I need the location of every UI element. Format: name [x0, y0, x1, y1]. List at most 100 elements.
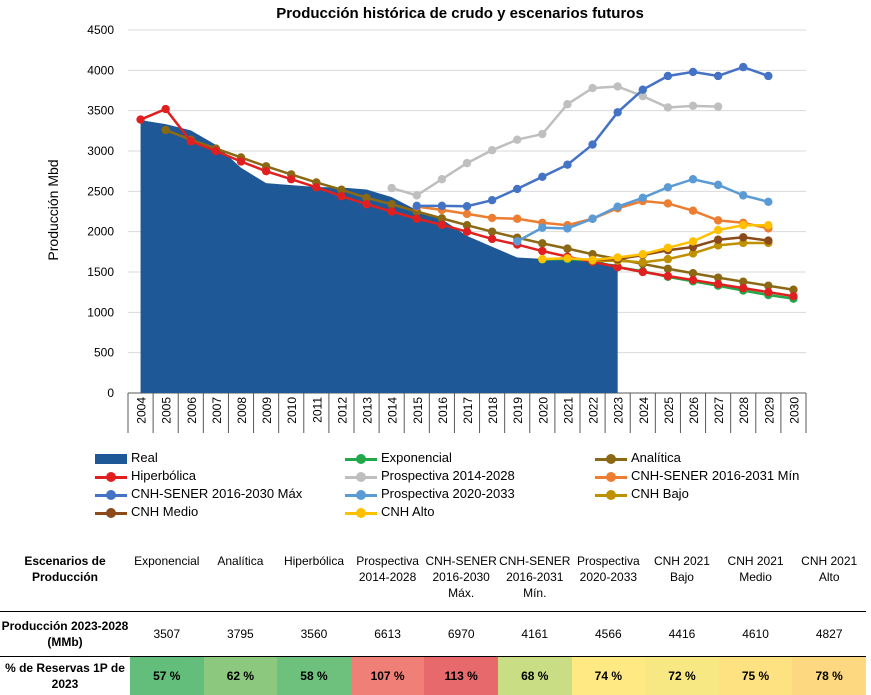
y-tick-label: 1500: [87, 265, 114, 279]
point-cnh-sener-2016-2030-max: [413, 202, 421, 210]
point-prospectiva-2020-2033: [639, 194, 647, 202]
x-tick-label: 2027: [712, 397, 726, 424]
reserves-cell: 107 %: [351, 657, 425, 695]
legend-swatch: [345, 506, 377, 520]
point-hiperbolica: [312, 183, 320, 191]
scenario-table: Escenarios de Producción Exponencial Ana…: [0, 548, 866, 695]
production-cell: 4416: [645, 612, 719, 657]
point-analitica: [161, 126, 169, 134]
legend-item: Hiperbólica: [95, 468, 196, 484]
point-hiperbolica: [438, 221, 446, 229]
point-prospectiva-2014-2028: [438, 175, 446, 183]
reserves-cell: 113 %: [424, 657, 498, 695]
production-cell: 4827: [792, 612, 866, 657]
point-cnh-sener-2016-2030-max: [739, 63, 747, 71]
x-tick-label: 2015: [411, 397, 425, 424]
production-cell: 6970: [424, 612, 498, 657]
legend-label: Prospectiva 2020-2033: [381, 486, 515, 501]
legend-swatch: [345, 452, 377, 466]
x-tick-label: 2004: [135, 397, 149, 424]
x-tick-label: 2018: [486, 397, 500, 424]
point-cnh-sener-2016-2031-min: [689, 206, 697, 214]
point-prospectiva-2020-2033: [588, 215, 596, 223]
production-cell: 3507: [130, 612, 204, 657]
point-analitica: [387, 200, 395, 208]
table-header-row: Escenarios de Producción Exponencial Ana…: [0, 548, 866, 612]
y-tick-label: 4000: [87, 63, 114, 77]
point-hiperbolica: [237, 157, 245, 165]
point-cnh-alto: [664, 244, 672, 252]
point-hiperbolica: [212, 147, 220, 155]
point-hiperbolica: [689, 276, 697, 284]
y-tick-label: 3500: [87, 104, 114, 118]
legend-swatch: [595, 452, 627, 466]
production-row: Producción 2023-2028 (MMb) 3507 3795 356…: [0, 612, 866, 657]
legend-label: Prospectiva 2014-2028: [381, 468, 515, 483]
legend-item: Exponencial: [345, 450, 452, 466]
reserves-cell: 78 %: [792, 657, 866, 695]
legend-swatch: [95, 488, 127, 502]
reserves-label: % de Reservas 1P de 2023: [0, 657, 130, 695]
point-hiperbolica: [664, 272, 672, 280]
point-analitica: [664, 265, 672, 273]
point-prospectiva-2014-2028: [463, 159, 471, 167]
reserves-row: % de Reservas 1P de 2023 57 % 62 % 58 % …: [0, 657, 866, 695]
point-cnh-sener-2016-2031-min: [513, 215, 521, 223]
point-hiperbolica: [764, 288, 772, 296]
point-hiperbolica: [789, 292, 797, 300]
point-analitica: [488, 227, 496, 235]
legend-swatch: [595, 488, 627, 502]
area-real: [141, 120, 618, 393]
x-tick-label: 2023: [612, 397, 626, 424]
point-hiperbolica: [739, 284, 747, 292]
header-cell: CNH 2021 Alto: [792, 548, 866, 612]
legend-item: CNH Alto: [345, 504, 434, 520]
x-tick-label: 2014: [386, 397, 400, 424]
point-cnh-sener-2016-2030-max: [613, 108, 621, 116]
x-tick-label: 2017: [461, 397, 475, 424]
point-hiperbolica: [488, 235, 496, 243]
legend-swatch: [95, 506, 127, 520]
production-cell: 3795: [204, 612, 278, 657]
point-hiperbolica: [337, 192, 345, 200]
point-cnh-sener-2016-2030-max: [664, 72, 672, 80]
point-cnh-sener-2016-2030-max: [538, 173, 546, 181]
point-cnh-alto: [563, 254, 571, 262]
point-cnh-sener-2016-2031-min: [714, 216, 722, 224]
point-prospectiva-2014-2028: [413, 191, 421, 199]
header-cell: CNH 2021 Medio: [719, 548, 793, 612]
x-tick-label: 2019: [511, 397, 525, 424]
legend-label: CNH Bajo: [631, 486, 689, 501]
y-tick-label: 2500: [87, 184, 114, 198]
legend-swatch: [595, 470, 627, 484]
legend-label: CNH Medio: [131, 504, 198, 519]
point-cnh-alto: [639, 250, 647, 258]
legend-swatch: [95, 452, 127, 466]
x-tick-label: 2024: [637, 397, 651, 424]
legend-label: CNH-SENER 2016-2031 Mín: [631, 468, 799, 483]
point-hiperbolica: [387, 207, 395, 215]
x-tick-label: 2021: [561, 397, 575, 424]
point-cnh-sener-2016-2030-max: [463, 202, 471, 210]
point-cnh-alto: [588, 256, 596, 264]
legend-item: Prospectiva 2014-2028: [345, 468, 515, 484]
point-cnh-sener-2016-2031-min: [463, 210, 471, 218]
point-analitica: [538, 239, 546, 247]
production-chart: Producción histórica de crudo y escenari…: [0, 0, 871, 450]
y-axis-label: Producción Mbd: [45, 159, 61, 260]
point-cnh-sener-2016-2031-min: [664, 199, 672, 207]
point-cnh-sener-2016-2030-max: [488, 196, 496, 204]
point-hiperbolica: [187, 137, 195, 145]
point-hiperbolica: [262, 167, 270, 175]
legend-label: CNH-SENER 2016-2030 Máx: [131, 486, 302, 501]
header-cell: Prospectiva 2020-2033: [572, 548, 646, 612]
legend-item: Prospectiva 2020-2033: [345, 486, 515, 502]
point-hiperbolica: [362, 200, 370, 208]
legend-item: CNH-SENER 2016-2031 Mín: [595, 468, 799, 484]
point-cnh-sener-2016-2030-max: [689, 68, 697, 76]
point-prospectiva-2020-2033: [513, 237, 521, 245]
point-cnh-alto: [689, 237, 697, 245]
point-prospectiva-2014-2028: [613, 82, 621, 90]
point-prospectiva-2020-2033: [538, 223, 546, 231]
x-tick-label: 2008: [235, 397, 249, 424]
